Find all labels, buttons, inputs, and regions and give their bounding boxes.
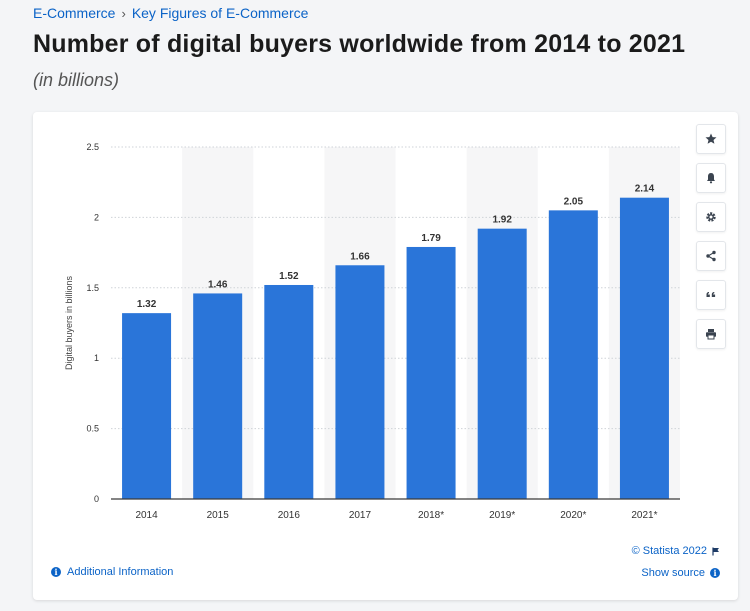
breadcrumb-link-key-figures[interactable]: Key Figures of E-Commerce: [131, 5, 309, 21]
x-tick-label: 2019*: [489, 510, 515, 521]
y-tick-label: 2.5: [86, 142, 99, 152]
y-tick-label: 0.5: [86, 424, 99, 434]
data-label: 2.05: [564, 196, 584, 207]
page-subtitle: (in billions): [33, 70, 120, 90]
copyright-text: © Statista 2022: [631, 545, 707, 557]
print-button[interactable]: [696, 319, 726, 349]
data-label: 1.52: [279, 271, 299, 282]
bar: [335, 265, 385, 499]
chart-toolbar: [696, 124, 726, 349]
bar: [122, 313, 172, 499]
x-tick-label: 2017: [349, 510, 372, 521]
y-tick-label: 1: [94, 353, 99, 363]
x-tick-label: 2021*: [631, 510, 657, 521]
share-icon: [706, 250, 716, 262]
bar: [406, 246, 456, 499]
y-tick-label: 1.5: [86, 283, 99, 293]
x-tick-label: 2018*: [418, 510, 444, 521]
info-icon: i: [710, 568, 720, 578]
x-tick-label: 2014: [135, 510, 158, 521]
data-label: 1.79: [421, 233, 441, 244]
show-source-text: Show source: [641, 567, 705, 579]
cite-button[interactable]: [696, 280, 726, 310]
data-label: 1.32: [137, 299, 157, 310]
data-label: 1.66: [350, 251, 370, 262]
bar: [477, 228, 527, 499]
notification-button[interactable]: [696, 163, 726, 193]
settings-button[interactable]: [696, 202, 726, 232]
breadcrumb-separator: ›: [121, 5, 126, 21]
y-axis-label: Digital buyers in billions: [64, 275, 74, 370]
x-tick-label: 2015: [207, 510, 230, 521]
bar: [548, 210, 598, 500]
x-tick-label: 2016: [278, 510, 301, 521]
bar: [193, 293, 243, 499]
print-icon: [706, 329, 716, 340]
y-tick-label: 0: [94, 494, 99, 504]
data-label: 2.14: [635, 184, 655, 195]
quote-icon: [706, 292, 716, 297]
info-icon: i: [51, 567, 61, 577]
x-tick-label: 2020*: [560, 510, 586, 521]
star-icon: [705, 133, 717, 144]
data-label: 1.46: [208, 279, 228, 290]
share-button[interactable]: [696, 241, 726, 271]
gear-icon: [706, 212, 716, 222]
show-source-link[interactable]: Show source i: [641, 567, 720, 579]
bar-chart: 00.511.522.51.3220141.4620151.5220161.66…: [64, 142, 680, 521]
additional-information-text: Additional Information: [67, 566, 174, 578]
breadcrumb-link-ecommerce[interactable]: E-Commerce: [33, 5, 116, 21]
bar: [619, 197, 669, 500]
bar: [264, 284, 314, 499]
additional-information-link[interactable]: i Additional Information: [51, 566, 173, 578]
y-tick-label: 2: [94, 212, 99, 222]
copyright-label[interactable]: © Statista 2022: [632, 545, 720, 557]
data-label: 1.92: [492, 215, 512, 226]
chart-card: 0 0.5 1 1.5 2 2.5 1.32 2014 1.46 2015 1.52 2016 1.66…: [33, 112, 738, 600]
breadcrumb: E-Commerce › Key Figures of E-Commerce: [33, 5, 308, 21]
bell-icon: [707, 173, 715, 184]
flag-icon: [712, 547, 719, 555]
favorite-button[interactable]: [696, 124, 726, 154]
page-title: Number of digital buyers worldwide from …: [33, 30, 686, 58]
